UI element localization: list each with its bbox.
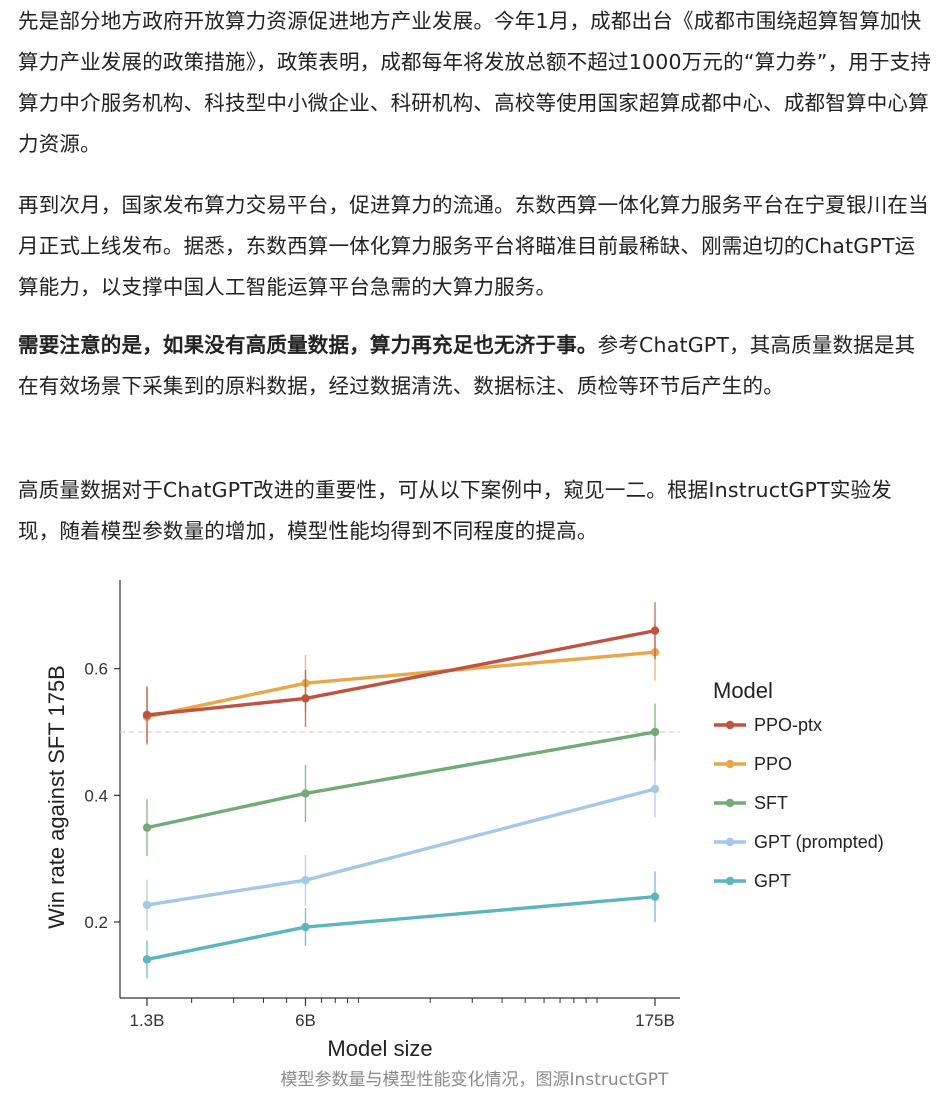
data-point (301, 789, 310, 798)
paragraph-instructgpt: 高质量数据对于ChatGPT改进的重要性，可从以下案例中，窥见一二。根据Inst… (18, 478, 892, 543)
y-axis-label: Win rate against SFT 175B (44, 665, 69, 929)
x-tick-label: 175B (635, 1011, 675, 1030)
legend-label: PPO (754, 754, 792, 774)
series-line (146, 730, 656, 830)
x-tick-label: 1.3B (130, 1011, 165, 1030)
legend-swatch-marker (725, 798, 735, 808)
legend: Model PPO-ptx PPO SFT GPT (prompted) GPT (713, 678, 884, 891)
legend-swatch-marker (725, 837, 735, 847)
figure-caption: 模型参数量与模型性能变化情况，图源InstructGPT (280, 1070, 669, 1090)
data-point (142, 710, 152, 720)
paragraph-text: 参考ChatGPT，其高质量数据是其在有效场景下采集到的原料数据，经过数据清洗、… (18, 333, 916, 398)
paragraph-trading-platform: 再到次月，国家发布算力交易平台，促进算力的流通。东数西算一体化算力服务平台在宁夏… (18, 193, 929, 299)
bold-highlight: 需要注意的是，如果没有高质量数据，算力再充足也无济于事。 (18, 333, 598, 357)
data-point (301, 694, 310, 703)
legend-label: SFT (754, 793, 788, 813)
x-tick-label: 6B (295, 1011, 316, 1030)
legend-swatch-marker (725, 759, 735, 769)
series-line (146, 787, 656, 907)
series-line (146, 895, 656, 962)
y-tick-label: 0.2 (84, 913, 108, 932)
win-rate-chart: 0.2 0.4 0.6 1.3B 6B 175B Model size Win rate ag… (44, 580, 884, 1061)
data-point (650, 892, 660, 901)
legend-item: PPO-ptx (714, 715, 822, 735)
data-point (142, 900, 152, 910)
legend-label: PPO-ptx (754, 715, 822, 735)
legend-item: SFT (714, 793, 788, 813)
y-tick-label: 0.6 (84, 660, 108, 679)
legend-item: GPT (714, 871, 791, 891)
data-point (301, 876, 310, 885)
data-point (142, 823, 152, 832)
legend-label: GPT (prompted) (754, 832, 884, 852)
series-gpt-prompted- (142, 760, 660, 931)
legend-title: Model (713, 678, 773, 703)
chart-figure: 0.2 0.4 0.6 1.3B 6B 175B Model size Win rate ag… (0, 560, 949, 1099)
data-point (650, 626, 660, 635)
paragraph-computing-vouchers: 先是部分地方政府开放算力资源促进地方产业发展。今年1月，成都出台《成都市围绕超算… (18, 9, 932, 156)
series-ppo (142, 623, 660, 746)
legend-item: PPO (714, 754, 792, 774)
data-point (650, 784, 660, 794)
data-point (650, 727, 660, 737)
y-tick-label: 0.4 (84, 786, 108, 805)
legend-label: GPT (754, 871, 791, 891)
paragraph-data-quality: 需要注意的是，如果没有高质量数据，算力再充足也无济于事。参考ChatGPT，其高… (18, 325, 932, 407)
series-gpt (142, 871, 660, 979)
series-ppo-ptx (142, 602, 660, 744)
series-sft (142, 703, 660, 857)
data-point (142, 955, 152, 964)
legend-item: GPT (prompted) (714, 832, 884, 852)
legend-swatch-marker (725, 876, 735, 886)
legend-swatch-marker (725, 720, 735, 730)
x-axis-label: Model size (327, 1036, 432, 1061)
data-point (301, 922, 310, 932)
